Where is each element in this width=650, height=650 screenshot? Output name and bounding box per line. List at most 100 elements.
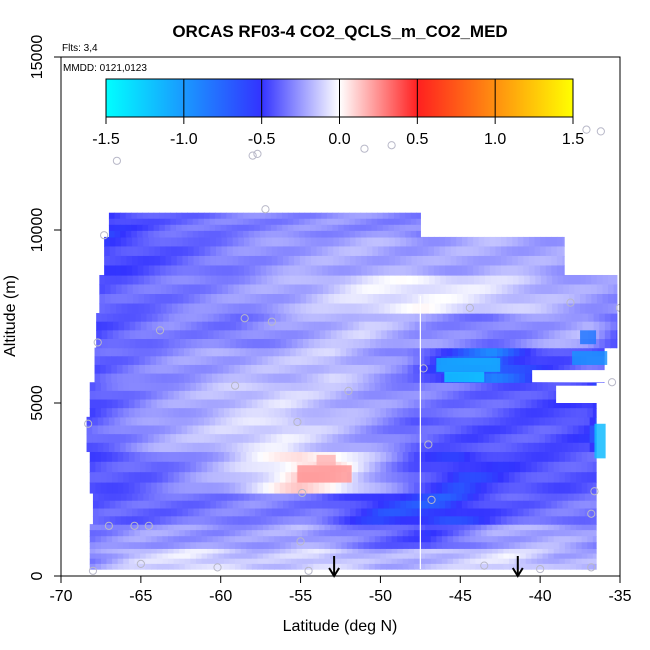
heatmap-cell — [494, 425, 501, 435]
heatmap-cell — [497, 390, 505, 401]
heatmap-cell — [366, 218, 373, 226]
heatmap-cell — [134, 553, 141, 560]
heatmap-cell — [528, 516, 536, 525]
heatmap-cell — [103, 442, 110, 453]
heatmap-cell — [346, 482, 354, 494]
heatmap-cell — [153, 416, 160, 427]
heatmap-cell — [120, 230, 127, 238]
heatmap-cell — [412, 274, 419, 286]
heatmap-cell — [233, 274, 240, 286]
heatmap-cell — [290, 548, 298, 555]
heatmap-cell — [402, 482, 409, 494]
heatmap-cell — [131, 442, 138, 453]
heatmap-cell — [105, 364, 112, 375]
heatmap-cell — [358, 563, 365, 570]
heatmap-cell — [201, 482, 208, 494]
heatmap-cell — [221, 255, 228, 267]
heatmap-cell — [515, 338, 522, 349]
heatmap-cell — [244, 284, 251, 295]
heatmap-cell — [484, 500, 491, 510]
heatmap-cell — [120, 224, 127, 232]
heatmap-cell — [428, 236, 435, 248]
heatmap-cell — [343, 230, 350, 238]
heatmap-cell — [131, 212, 138, 220]
heatmap-cell — [168, 321, 175, 331]
heatmap-cell — [351, 364, 358, 375]
heatmap-cell — [171, 492, 178, 502]
heatmap-cell — [372, 516, 379, 525]
heatmap-cell — [344, 500, 351, 510]
heatmap-cell — [92, 442, 99, 453]
heatmap-cell — [481, 461, 488, 473]
heatmap-cell — [114, 230, 121, 238]
heatmap-cell — [441, 558, 449, 565]
heatmap-cell — [505, 442, 512, 453]
heatmap-cell — [310, 425, 317, 435]
heatmap-cell — [358, 408, 365, 418]
heatmap-cell — [453, 548, 460, 555]
heatmap-cell — [580, 284, 587, 295]
heatmap-cell — [276, 230, 283, 238]
heatmap-cell — [183, 364, 191, 375]
heatmap-cell — [247, 321, 254, 331]
heatmap-cell — [317, 284, 324, 295]
heatmap-cell — [529, 303, 536, 314]
heatmap-cell — [573, 500, 580, 510]
heatmap-cell — [422, 500, 429, 510]
heatmap-cell — [277, 516, 284, 525]
heatmap-cell — [223, 536, 231, 543]
heatmap-cell — [410, 434, 417, 444]
heatmap-cell — [380, 542, 387, 549]
heatmap-cell — [134, 548, 141, 555]
heatmap-cell — [129, 321, 136, 331]
heatmap-cell — [207, 382, 214, 392]
heatmap-cell — [263, 408, 270, 418]
heatmap-cell — [283, 492, 290, 502]
heatmap-cell — [187, 508, 195, 517]
heatmap-cell — [523, 508, 530, 517]
heatmap-cell — [89, 558, 96, 565]
heatmap-cell — [526, 321, 533, 331]
heatmap-cell — [386, 321, 394, 331]
heatmap-cell — [501, 236, 508, 248]
heatmap-cell — [154, 508, 161, 517]
heatmap-cell — [403, 321, 410, 331]
heatmap-cell — [128, 390, 136, 401]
heatmap-cell — [187, 265, 195, 276]
heatmap-cell — [341, 524, 348, 531]
heatmap-cell — [199, 265, 206, 276]
heatmap-cell — [220, 224, 227, 232]
heatmap-cell — [394, 416, 401, 427]
flight-point — [424, 440, 433, 449]
heatmap-cell — [442, 313, 449, 323]
heatmap-cell — [125, 230, 132, 238]
heatmap-cell — [221, 236, 228, 248]
heatmap-cell — [178, 373, 185, 383]
heatmap-cell — [556, 434, 563, 444]
heatmap-cell — [386, 313, 394, 323]
heatmap-cell — [580, 294, 587, 305]
heatmap-cell — [121, 284, 128, 295]
heatmap-cell — [536, 530, 544, 537]
heatmap-cell — [112, 390, 119, 401]
heatmap-cell — [276, 212, 283, 220]
heatmap-cell — [554, 330, 561, 340]
heatmap-cell — [528, 416, 535, 427]
heatmap-cell — [520, 548, 527, 555]
heatmap-cell — [145, 461, 152, 473]
heatmap-cell — [352, 553, 359, 560]
heatmap-cell — [184, 563, 191, 570]
heatmap-cell — [478, 236, 485, 248]
heatmap-cell — [327, 265, 334, 276]
heatmap-cell — [132, 255, 139, 267]
heatmap-cell — [369, 399, 376, 409]
heatmap-cell — [318, 482, 326, 494]
x-tick-label: -60 — [209, 588, 232, 605]
heatmap-cell — [591, 274, 598, 286]
heatmap-cell — [518, 274, 525, 286]
heatmap-cell — [199, 255, 206, 267]
heatmap-cell — [599, 330, 606, 340]
heatmap-cell — [546, 294, 553, 305]
heatmap-cell — [374, 472, 382, 484]
heatmap-cell — [257, 461, 264, 473]
